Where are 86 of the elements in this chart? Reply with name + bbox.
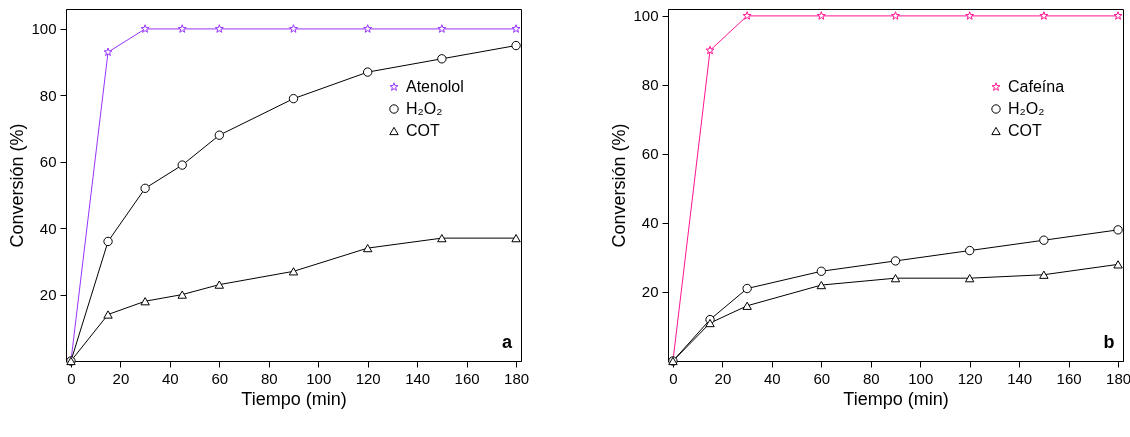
legend-label: COT xyxy=(406,122,440,139)
point xyxy=(214,280,224,289)
point xyxy=(890,256,901,266)
point xyxy=(1039,11,1049,20)
x-tick-label: 100 xyxy=(306,369,332,387)
y-tick-label: 20 xyxy=(39,286,57,304)
x-axis-title: Tiempo (min) xyxy=(241,388,347,409)
point xyxy=(288,93,299,104)
y-tick-label: 40 xyxy=(39,219,57,237)
point xyxy=(140,24,150,33)
x-tick-label: 160 xyxy=(1056,369,1082,387)
x-tick-label: 140 xyxy=(405,369,431,387)
point xyxy=(816,266,826,276)
y-tick-label: 80 xyxy=(39,86,57,104)
y-axis-title: Conversión (%) xyxy=(609,123,630,248)
x-tick-label: 60 xyxy=(813,369,831,387)
point xyxy=(1113,260,1123,269)
point xyxy=(437,234,447,243)
legend-label: Cafeína xyxy=(1008,78,1065,95)
annotation: a xyxy=(501,332,513,352)
x-tick-label: 100 xyxy=(908,369,934,387)
point xyxy=(214,130,224,140)
point xyxy=(177,24,187,33)
y-tick-label: 20 xyxy=(641,283,659,301)
point xyxy=(1039,270,1049,279)
x-tick-label: 140 xyxy=(1007,369,1033,387)
point xyxy=(103,236,113,247)
point xyxy=(177,290,187,299)
x-axis-title: Tiempo (min) xyxy=(843,388,949,409)
x-tick-label: 40 xyxy=(162,369,179,387)
point xyxy=(511,40,521,51)
point xyxy=(742,301,752,310)
point xyxy=(965,11,975,20)
point xyxy=(511,24,521,33)
x-tick-label: 20 xyxy=(714,369,732,387)
y-tick-label: 40 xyxy=(641,214,659,232)
point xyxy=(1113,225,1123,235)
point xyxy=(891,11,900,20)
point xyxy=(1039,235,1049,245)
point xyxy=(437,24,447,33)
x-tick-label: 20 xyxy=(112,369,130,387)
point xyxy=(363,67,373,77)
point xyxy=(437,54,447,64)
point xyxy=(214,24,224,33)
point xyxy=(289,24,298,33)
legend-label: Atenolol xyxy=(406,78,464,95)
x-tick-label: 160 xyxy=(454,369,480,387)
x-tick-label: 80 xyxy=(862,369,880,387)
point xyxy=(103,47,113,57)
legend-label: H₂O₂ xyxy=(406,100,443,117)
point xyxy=(742,11,752,20)
y-tick-label: 100 xyxy=(31,20,57,38)
point xyxy=(742,283,752,294)
legend-label: COT xyxy=(1008,122,1042,139)
y-tick-label: 60 xyxy=(641,145,659,163)
x-tick-label: 40 xyxy=(764,369,781,387)
point xyxy=(177,160,187,170)
y-axis-title: Conversión (%) xyxy=(7,123,28,248)
point xyxy=(705,45,715,55)
x-tick-label: 80 xyxy=(260,369,278,387)
legend-label: H₂O₂ xyxy=(1008,100,1045,117)
point xyxy=(965,274,975,283)
point xyxy=(511,234,521,243)
x-tick-label: 0 xyxy=(669,369,678,387)
x-tick-label: 120 xyxy=(355,369,381,387)
y-tick-label: 100 xyxy=(633,7,659,25)
y-tick-label: 60 xyxy=(39,153,57,171)
x-tick-label: 60 xyxy=(211,369,229,387)
point xyxy=(140,297,150,306)
point xyxy=(705,318,715,328)
point xyxy=(140,183,150,193)
x-tick-label: 180 xyxy=(1106,369,1130,387)
point xyxy=(1113,11,1123,20)
x-tick-label: 120 xyxy=(957,369,983,387)
point xyxy=(288,267,299,276)
point xyxy=(816,280,826,290)
point xyxy=(816,11,826,20)
annotation: b xyxy=(1103,332,1115,352)
x-tick-label: 180 xyxy=(504,369,530,387)
point xyxy=(103,310,113,319)
y-tick-label: 80 xyxy=(641,76,659,94)
point xyxy=(363,24,373,33)
point xyxy=(965,245,975,256)
x-tick-label: 0 xyxy=(67,369,76,387)
point xyxy=(890,274,901,283)
point xyxy=(363,243,373,253)
